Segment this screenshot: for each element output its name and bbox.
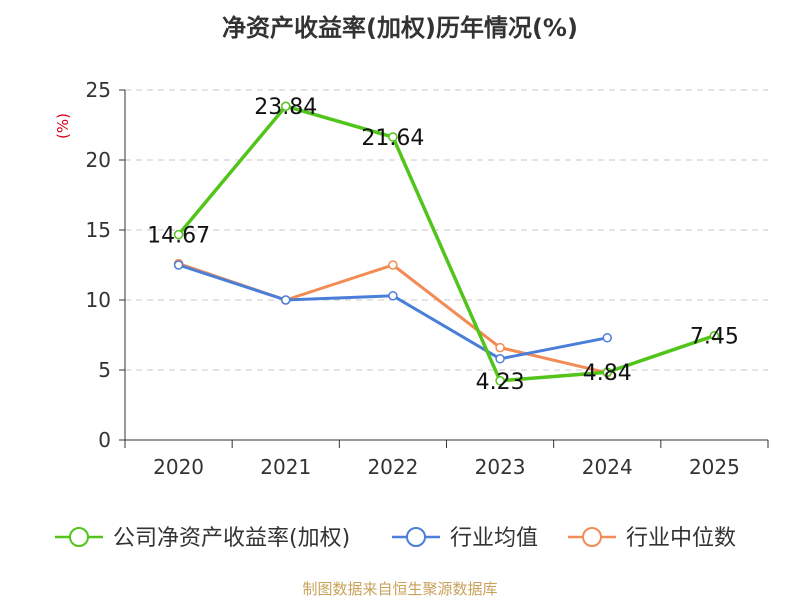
legend-label: 行业中位数 (626, 526, 736, 551)
x-tick-label: 2022 (367, 455, 418, 479)
data-label: 21.64 (361, 126, 424, 151)
x-tick-label: 2024 (582, 455, 633, 479)
series-line-0 (177, 104, 715, 383)
x-tick-label: 2025 (689, 455, 740, 479)
legend-marker (69, 527, 89, 547)
series-lines (173, 101, 720, 386)
legend: 公司净资产收益率(加权) 行业均值 行业中位数 (55, 526, 736, 551)
data-point (388, 132, 398, 142)
data-point (495, 342, 505, 353)
data-point (602, 367, 612, 377)
data-point (281, 295, 291, 305)
y-tick-label: 15 (86, 218, 111, 242)
y-tick-label: 25 (86, 78, 111, 102)
x-tick-label: 2023 (475, 455, 526, 479)
series-line-2 (178, 262, 608, 375)
data-label: 23.84 (254, 95, 317, 120)
data-point (602, 333, 612, 343)
y-tick-label: 0 (98, 428, 111, 452)
data-label: 14.67 (147, 224, 210, 249)
legend-label: 公司净资产收益率(加权) (113, 526, 350, 551)
y-tick-label: 20 (86, 148, 111, 172)
data-point (495, 354, 505, 364)
data-point (388, 291, 398, 301)
data-point (388, 260, 398, 270)
data-point (495, 376, 505, 386)
grid-lines (125, 89, 768, 371)
series-line-1 (178, 263, 608, 361)
legend-marker (406, 527, 426, 547)
legend-label: 行业均值 (450, 526, 538, 551)
data-point (173, 229, 184, 240)
data-label: 4.84 (583, 361, 632, 386)
chart-title: 净资产收益率(加权)历年情况(%) (222, 14, 578, 42)
y-axis-label: (%) (54, 113, 72, 139)
data-point (281, 101, 291, 111)
y-tick-label: 5 (98, 358, 111, 382)
legend-marker (582, 527, 602, 547)
data-label: 4.23 (476, 370, 525, 395)
source-footer: 制图数据来自恒生聚源数据库 (302, 580, 498, 598)
y-tick-label: 10 (86, 288, 111, 312)
x-tick-label: 2021 (260, 455, 311, 479)
data-label: 7.45 (690, 325, 739, 350)
x-tick-label: 2020 (153, 455, 204, 479)
data-point (709, 330, 720, 341)
data-point (173, 260, 184, 270)
data-labels: 14.67 23.84 21.64 4.23 4.84 7.45 (147, 95, 739, 395)
